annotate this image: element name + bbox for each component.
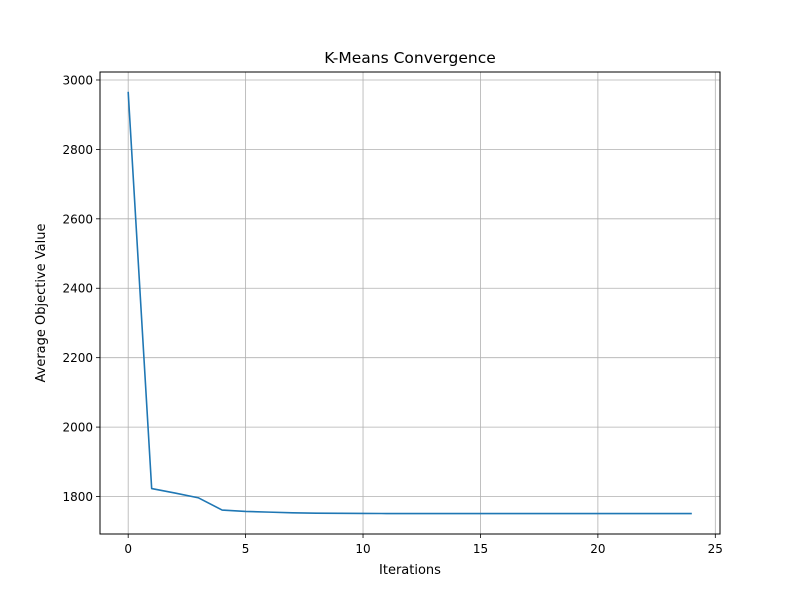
x-axis-label: Iterations (379, 563, 441, 578)
y-tick-label: 2000 (62, 421, 93, 435)
y-tick-label: 1800 (62, 490, 93, 504)
y-axis-label: Average Objective Value (34, 224, 49, 383)
chart-title: K-Means Convergence (324, 49, 496, 67)
x-tick-label: 15 (473, 542, 488, 556)
y-tick-label: 2200 (62, 351, 93, 365)
ticks: 0 5 10 15 20 25 1800 2000 2200 2400 2600 2800 3000 (62, 73, 722, 556)
x-tick-label: 5 (242, 542, 250, 556)
y-tick-label: 2800 (62, 143, 93, 157)
x-tick-label: 25 (708, 542, 723, 556)
plot-frame (99, 71, 721, 535)
grid-lines (100, 72, 720, 534)
series-line (127, 91, 692, 515)
y-tick-label: 3000 (62, 73, 93, 87)
y-tick-label: 2600 (62, 212, 93, 226)
x-tick-label: 0 (124, 542, 132, 556)
series-layer (127, 91, 692, 515)
x-tick-label: 10 (355, 542, 370, 556)
x-tick-label: 20 (590, 542, 605, 556)
y-tick-label: 2400 (62, 282, 93, 296)
